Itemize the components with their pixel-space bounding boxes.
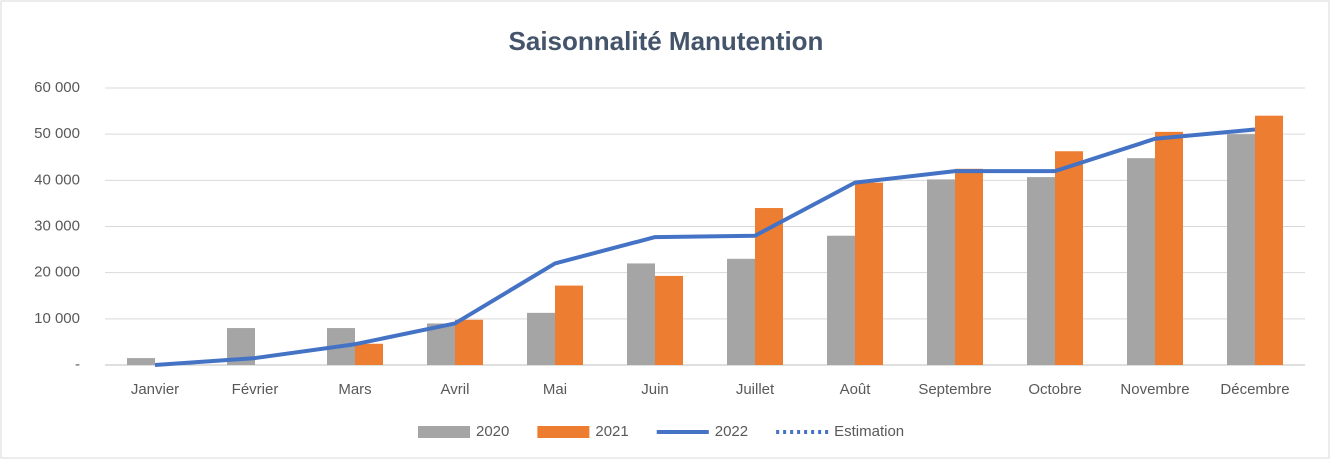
x-tick-label: Août (840, 381, 872, 398)
y-tick-label: 30 000 (34, 217, 80, 234)
bar (727, 258, 755, 365)
x-tick-label: Septembre (918, 381, 991, 398)
x-tick-label: Avril (441, 381, 470, 398)
x-tick-label: Novembre (1120, 381, 1189, 398)
bar (1027, 177, 1055, 365)
y-tick-label: 60 000 (34, 79, 80, 96)
bar (427, 323, 455, 365)
legend-label: Estimation (834, 423, 904, 440)
x-tick-label: Février (232, 381, 279, 398)
x-tick-label: Janvier (131, 381, 179, 398)
x-tick-label: Juin (641, 381, 669, 398)
x-tick-label: Juillet (736, 381, 775, 398)
y-tick-label: 50 000 (34, 125, 80, 142)
bar (955, 168, 983, 365)
legend-label: 2022 (715, 423, 748, 440)
bar (355, 343, 383, 365)
legend-label: 2021 (595, 423, 628, 440)
bar (127, 358, 155, 365)
bar (655, 275, 683, 365)
x-tick-label: Mai (543, 381, 567, 398)
bar (1055, 151, 1083, 365)
x-tick-label: Octobre (1028, 381, 1081, 398)
bar (627, 263, 655, 365)
legend-swatch (537, 426, 590, 438)
bar (527, 312, 555, 365)
bar (855, 182, 883, 365)
line (154, 127, 1256, 367)
chart-title: Saisonnalité Manutention (509, 26, 824, 56)
y-tick-label: - (75, 356, 80, 373)
x-tick-label: Décembre (1220, 381, 1289, 398)
bar (555, 285, 583, 365)
bar (455, 319, 483, 365)
bar (1227, 134, 1255, 365)
y-tick-label: 20 000 (34, 264, 80, 281)
y-tick-label: 10 000 (34, 310, 80, 327)
bar (927, 179, 955, 365)
bar (1255, 115, 1283, 365)
legend-swatch (418, 426, 470, 438)
bar (827, 235, 855, 365)
bar (1155, 131, 1183, 365)
y-tick-label: 40 000 (34, 171, 80, 188)
x-tick-label: Mars (338, 381, 371, 398)
legend-label: 2020 (476, 423, 509, 440)
bar (1127, 158, 1155, 365)
